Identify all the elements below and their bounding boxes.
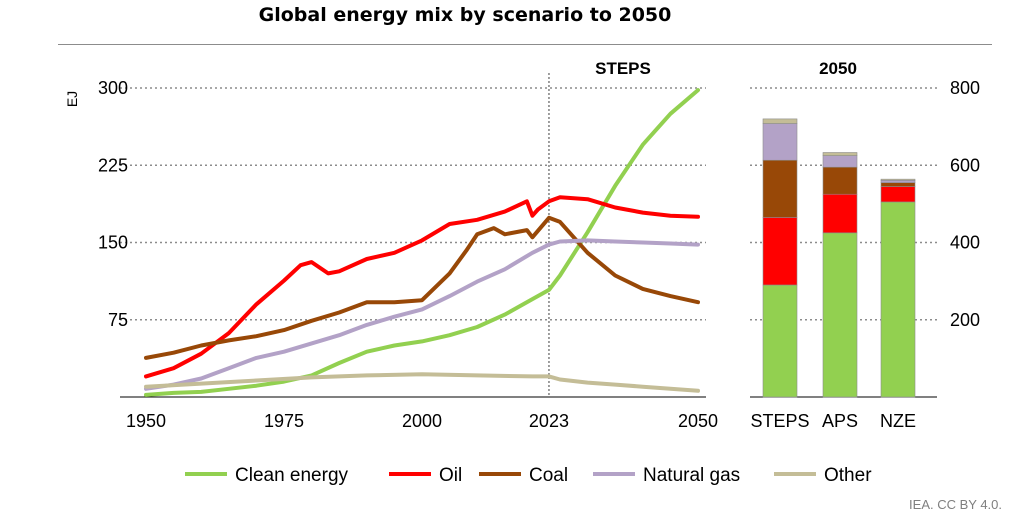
bar-segment-nze-natural-gas [880, 180, 916, 183]
y-axis-label: EJ [64, 91, 80, 107]
bar-segment-aps-oil [822, 193, 858, 234]
legend-label-other: Other [824, 465, 872, 486]
category-label: APS [822, 411, 858, 431]
bar-segment-aps-coal [822, 166, 858, 195]
legend-label-clean-energy: Clean energy [235, 465, 349, 486]
x-tick-label: 1950 [126, 411, 166, 431]
series-line-other [144, 372, 700, 393]
bar-segment-nze-other [880, 178, 916, 181]
series-line-natural-gas [144, 238, 700, 391]
x-tick-label: 2023 [529, 411, 569, 431]
credit-text: IEA. CC BY 4.0. [909, 497, 1002, 512]
series-line-oil [144, 195, 700, 379]
legend-label-oil: Oil [439, 465, 462, 486]
category-label: NZE [880, 411, 916, 431]
chart-title: Global energy mix by scenario to 2050 [258, 4, 672, 26]
x-tick-label: 2050 [678, 411, 718, 431]
bar-segment-nze-coal [880, 182, 916, 187]
x-tick-label: 2000 [402, 411, 442, 431]
title-divider [58, 44, 992, 45]
bar-segment-nze-clean-energy [880, 201, 916, 398]
legend-label-coal: Coal [529, 465, 568, 486]
y2-tick-label: 400 [950, 233, 980, 253]
category-label: STEPS [750, 411, 809, 431]
y-tick-label: 225 [98, 155, 128, 175]
legend-label-natural-gas: Natural gas [643, 465, 740, 486]
y2-tick-label: 200 [950, 310, 980, 330]
bar-segment-steps-natural-gas [762, 123, 798, 161]
y-tick-label: 75 [108, 310, 128, 330]
bar-segment-aps-clean-energy [822, 232, 858, 398]
y2-tick-label: 600 [950, 155, 980, 175]
panel-label-2050: 2050 [819, 59, 857, 78]
panel-label-steps: STEPS [595, 59, 651, 78]
bar-segment-aps-natural-gas [822, 155, 858, 168]
x-tick-label: 1975 [264, 411, 304, 431]
series-line-clean-energy [144, 88, 700, 397]
bar-segment-nze-oil [880, 186, 916, 203]
bar-segment-steps-other [762, 118, 798, 124]
y2-tick-label: 800 [950, 78, 980, 98]
y-tick-label: 300 [98, 78, 128, 98]
y-tick-label: 150 [98, 233, 128, 253]
bar-segment-steps-clean-energy [762, 284, 798, 398]
bar-segment-aps-other [822, 152, 858, 156]
bar-segment-steps-oil [762, 217, 798, 286]
series-line-coal [144, 215, 700, 360]
bar-segment-steps-coal [762, 159, 798, 218]
